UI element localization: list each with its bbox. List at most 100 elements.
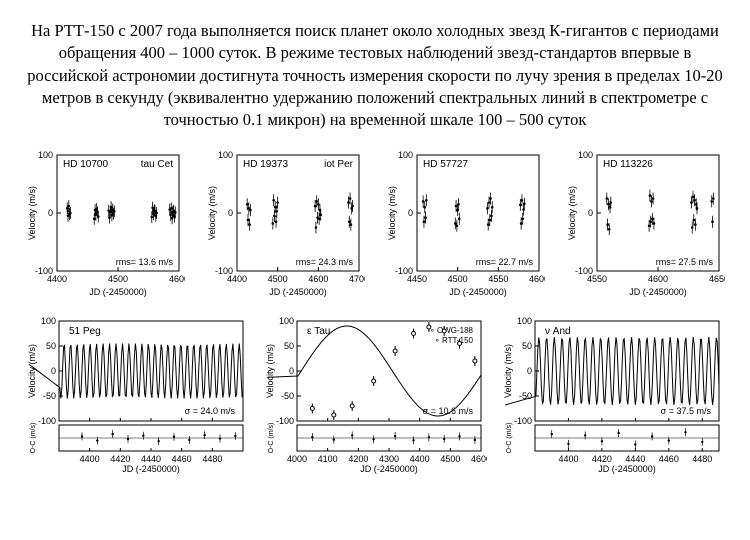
svg-text:JD (-2450000): JD (-2450000) [598, 464, 656, 474]
svg-text:HD 57727: HD 57727 [423, 159, 468, 170]
svg-text:4400: 4400 [47, 274, 67, 284]
svg-text:4420: 4420 [110, 454, 130, 464]
svg-text:HD 113226: HD 113226 [603, 159, 653, 170]
svg-text:4550: 4550 [488, 274, 508, 284]
svg-text:0: 0 [408, 208, 413, 218]
plot-ν-And: -100-5005010044004420444044604480Velocit… [501, 315, 725, 475]
svg-text:Velocity (m/s): Velocity (m/s) [207, 186, 217, 240]
svg-text:Velocity (m/s): Velocity (m/s) [27, 344, 37, 398]
scatter-plot: -10001004450450045504600Velocity (m/s)JD… [385, 149, 545, 299]
svg-text:4500: 4500 [108, 274, 128, 284]
svg-text:4440: 4440 [625, 454, 645, 464]
svg-text:50: 50 [284, 341, 294, 351]
svg-text:∘ RTT-150: ∘ RTT-150 [435, 336, 474, 345]
svg-text:4550: 4550 [587, 274, 607, 284]
plot-HD-113226: -1000100455046004650Velocity (m/s)JD (-2… [565, 149, 725, 299]
svg-text:ν And: ν And [545, 326, 571, 337]
svg-text:JD (-2450000): JD (-2450000) [89, 287, 147, 297]
rv-plot: -100 -50 0 50 100 4400 4420 4440 4460 4480 Velocit… [25, 315, 249, 475]
bottom-row: -100 -50 0 50 100 4400 4420 4440 4460 4480 Velocit… [25, 315, 725, 475]
paragraph-header: На РТТ-150 с 2007 года выполняется поиск… [25, 20, 725, 131]
svg-text:Velocity (m/s): Velocity (m/s) [567, 186, 577, 240]
svg-text:4600: 4600 [529, 274, 545, 284]
plot-HD-10700: -1000100440045004600Velocity (m/s)JD (-2… [25, 149, 185, 299]
svg-text:0: 0 [527, 366, 532, 376]
scatter-plot: -1000100440045004600Velocity (m/s)JD (-2… [25, 149, 185, 299]
svg-text:4400: 4400 [410, 454, 430, 464]
svg-text:4440: 4440 [141, 454, 161, 464]
svg-text:JD (-2450000): JD (-2450000) [629, 287, 687, 297]
svg-text:σ = 37.5 m/s: σ = 37.5 m/s [661, 406, 712, 416]
svg-text:4650: 4650 [709, 274, 725, 284]
svg-text:0: 0 [48, 208, 53, 218]
svg-text:100: 100 [218, 150, 233, 160]
svg-text:σ = 24.0 m/s: σ = 24.0 m/s [185, 406, 236, 416]
plot-ε-Tau: -100-50050100400041004200430044004500460… [263, 315, 487, 475]
plot-HD-19373: -10001004400450046004700Velocity (m/s)JD… [205, 149, 365, 299]
svg-text:0: 0 [588, 208, 593, 218]
svg-text:4460: 4460 [659, 454, 679, 464]
svg-text:-50: -50 [281, 391, 294, 401]
scatter-plot: -1000100455046004650Velocity (m/s)JD (-2… [565, 149, 725, 299]
svg-text:Velocity (m/s): Velocity (m/s) [265, 344, 275, 398]
svg-text:4480: 4480 [692, 454, 712, 464]
svg-text:4600: 4600 [169, 274, 185, 284]
svg-text:tau Cet: tau Cet [141, 159, 173, 170]
svg-text:4450: 4450 [407, 274, 427, 284]
svg-text:4600: 4600 [648, 274, 668, 284]
top-row: -1000100440045004600Velocity (m/s)JD (-2… [25, 149, 725, 299]
svg-text:4600: 4600 [308, 274, 328, 284]
svg-text:JD (-2450000): JD (-2450000) [449, 287, 507, 297]
svg-text:Velocity (m/s): Velocity (m/s) [387, 186, 397, 240]
svg-text:50: 50 [522, 341, 532, 351]
svg-text:100: 100 [41, 316, 56, 326]
svg-text:4600: 4600 [471, 454, 487, 464]
plot-HD-57727: -10001004450450045504600Velocity (m/s)JD… [385, 149, 545, 299]
svg-text:0: 0 [228, 208, 233, 218]
rv-plot: -100-5005010044004420444044604480Velocit… [501, 315, 725, 475]
plot-51-Peg: -100 -50 0 50 100 4400 4420 4440 4460 4480 Velocit… [25, 315, 249, 475]
svg-text:O-C (m/s): O-C (m/s) [268, 423, 275, 454]
svg-text:-100: -100 [514, 416, 532, 426]
svg-text:4500: 4500 [448, 274, 468, 284]
svg-text:rms= 24.3 m/s: rms= 24.3 m/s [296, 257, 354, 267]
svg-text:-50: -50 [43, 391, 56, 401]
svg-text:O-C (m/s): O-C (m/s) [506, 423, 513, 454]
svg-text:4400: 4400 [227, 274, 247, 284]
svg-text:4480: 4480 [202, 454, 222, 464]
svg-text:JD (-2450000): JD (-2450000) [122, 464, 180, 474]
svg-text:iot Per: iot Per [324, 159, 354, 170]
svg-text:4460: 4460 [172, 454, 192, 464]
svg-text:100: 100 [517, 316, 532, 326]
svg-text:100: 100 [398, 150, 413, 160]
svg-text:50: 50 [46, 341, 56, 351]
svg-text:-100: -100 [276, 416, 294, 426]
svg-text:0: 0 [51, 366, 56, 376]
svg-text:100: 100 [279, 316, 294, 326]
svg-text:rms= 22.7 m/s: rms= 22.7 m/s [476, 257, 534, 267]
svg-text:100: 100 [578, 150, 593, 160]
svg-text:-100: -100 [38, 416, 56, 426]
svg-text:JD (-2450000): JD (-2450000) [269, 287, 327, 297]
svg-text:JD (-2450000): JD (-2450000) [360, 464, 418, 474]
rv-plot: -100-50050100400041004200430044004500460… [263, 315, 487, 475]
svg-text:0: 0 [289, 366, 294, 376]
scatter-plot: -10001004400450046004700Velocity (m/s)JD… [205, 149, 365, 299]
svg-text:4700: 4700 [349, 274, 365, 284]
svg-text:4500: 4500 [440, 454, 460, 464]
svg-text:HD 10700: HD 10700 [63, 159, 108, 170]
svg-text:O-C (m/s): O-C (m/s) [30, 423, 37, 454]
svg-text:4100: 4100 [318, 454, 338, 464]
svg-text:4400: 4400 [80, 454, 100, 464]
svg-text:4500: 4500 [268, 274, 288, 284]
svg-text:Velocity (m/s): Velocity (m/s) [27, 186, 37, 240]
svg-text:rms= 27.5 m/s: rms= 27.5 m/s [656, 257, 714, 267]
svg-text:∘ OWG-188: ∘ OWG-188 [430, 326, 474, 335]
svg-text:4400: 4400 [558, 454, 578, 464]
plots-container: -100 0 100 4400 4500 4600 Velocity (m/s) JD (-2… [25, 149, 725, 475]
svg-text:4420: 4420 [592, 454, 612, 464]
svg-text:Velocity (m/s): Velocity (m/s) [503, 344, 513, 398]
svg-text:rms= 13.6 m/s: rms= 13.6 m/s [116, 257, 174, 267]
svg-text:4300: 4300 [379, 454, 399, 464]
svg-text:4200: 4200 [348, 454, 368, 464]
